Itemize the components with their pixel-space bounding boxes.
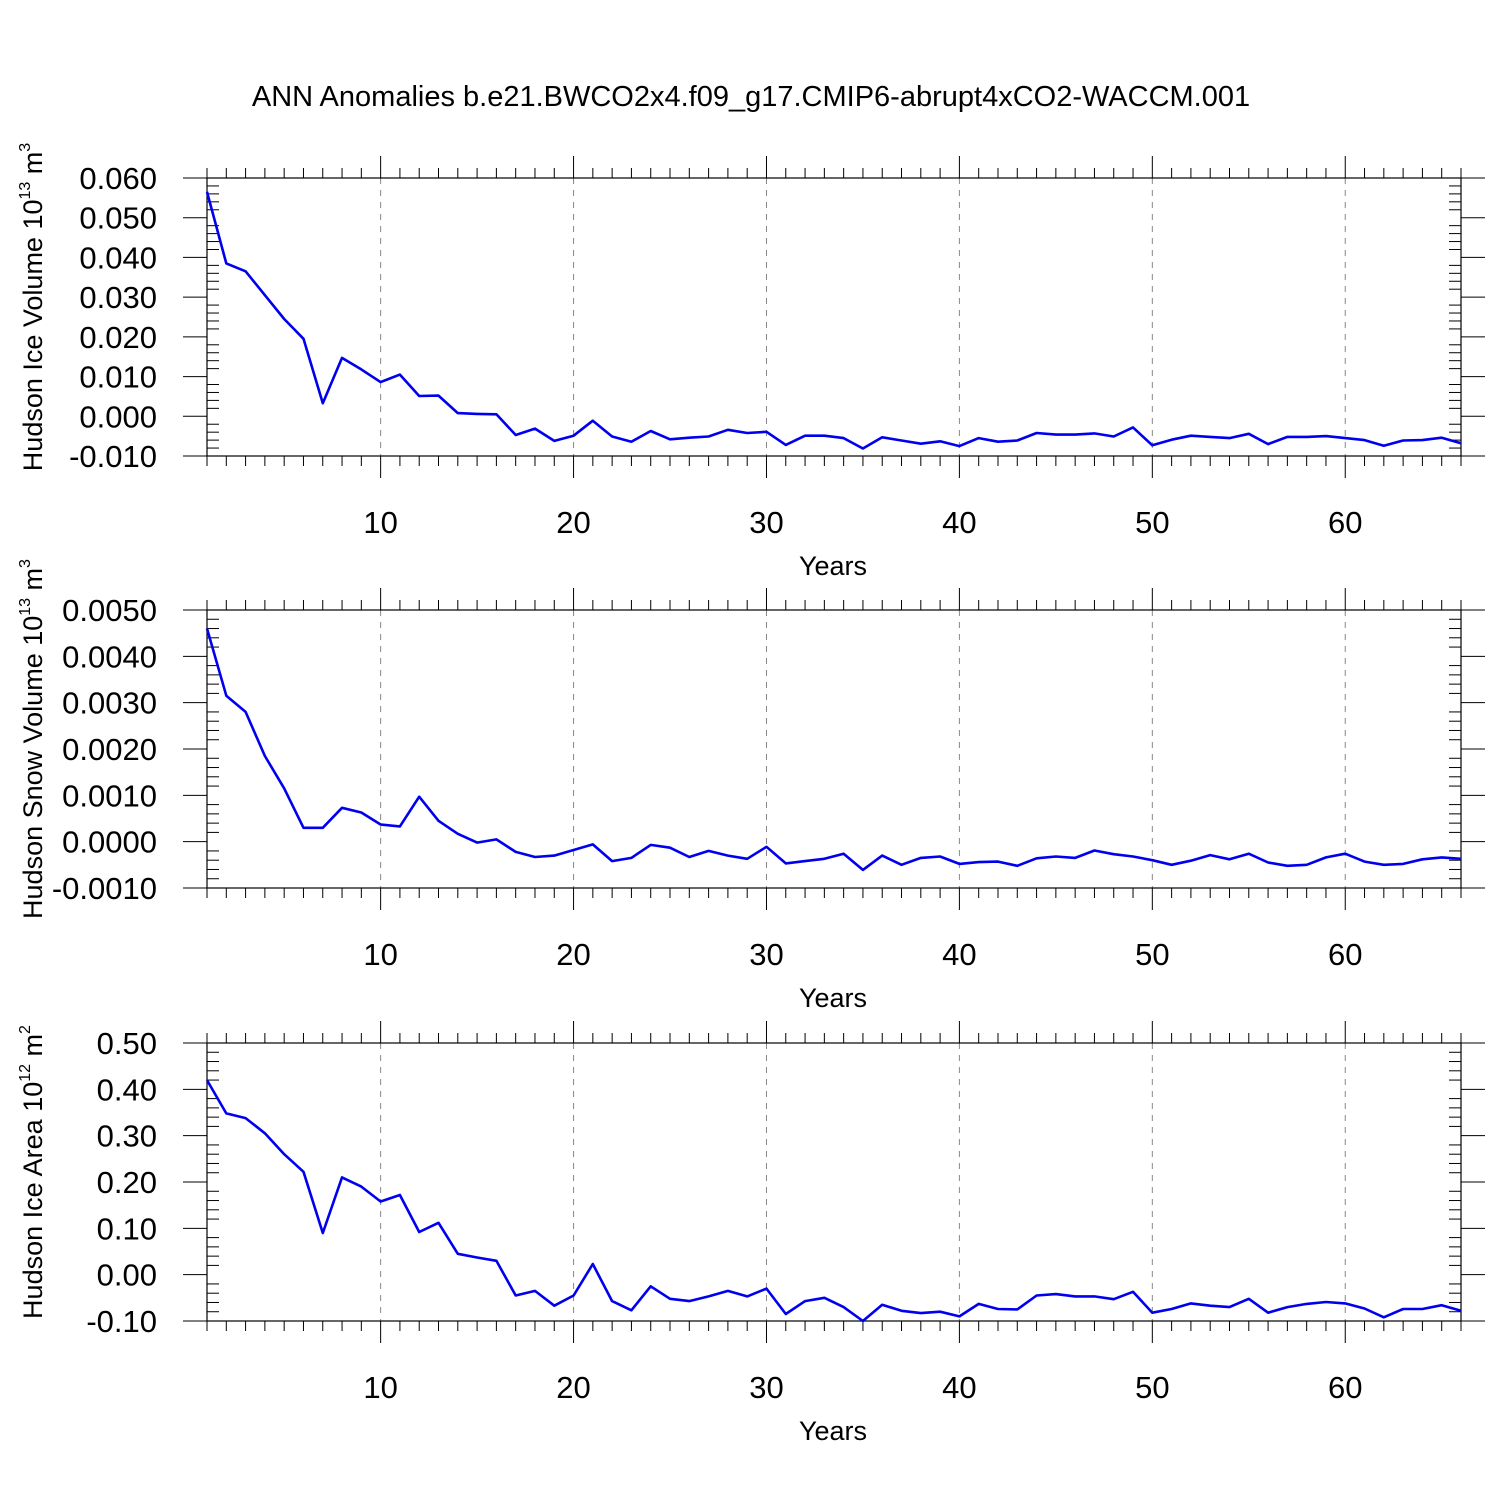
x-tick-label: 60 xyxy=(1328,505,1362,540)
x-tick-label: 60 xyxy=(1328,1370,1362,1405)
y-tick-label: 0.020 xyxy=(79,320,157,355)
y-tick-label: 0.0040 xyxy=(62,639,157,674)
y-tick-label: 0.0000 xyxy=(62,825,157,860)
x-tick-label: 40 xyxy=(942,1370,976,1405)
y-tick-label: 0.00 xyxy=(97,1258,157,1293)
y-tick-label: 0.40 xyxy=(97,1072,157,1107)
x-tick-label: 60 xyxy=(1328,937,1362,972)
y-tick-label: 0.000 xyxy=(79,399,157,434)
y-tick-label: 0.050 xyxy=(79,201,157,236)
x-tick-label: 30 xyxy=(749,505,783,540)
x-tick-label: 10 xyxy=(363,1370,397,1405)
x-tick-label: 20 xyxy=(556,937,590,972)
y-tick-label: 0.040 xyxy=(79,240,157,275)
x-tick-label: 20 xyxy=(556,1370,590,1405)
y-tick-label: 0.0020 xyxy=(62,732,157,767)
y-tick-label: -0.0010 xyxy=(52,871,157,906)
x-tick-label: 40 xyxy=(942,937,976,972)
x-tick-label: 30 xyxy=(749,937,783,972)
x-tick-label: 10 xyxy=(363,505,397,540)
x-axis-label: Years xyxy=(799,551,867,581)
x-axis-label: Years xyxy=(799,983,867,1013)
x-tick-label: 10 xyxy=(363,937,397,972)
y-axis-label: Hudson Ice Volume 1013 m3 xyxy=(17,143,48,471)
x-tick-label: 50 xyxy=(1135,1370,1169,1405)
x-tick-label: 40 xyxy=(942,505,976,540)
y-tick-label: -0.10 xyxy=(86,1304,157,1339)
panels: 10 20 30 40 50 60 -0.010 0.000 0.010 0.020 0.030 0.… xyxy=(17,143,1485,1446)
y-tick-label: 0.10 xyxy=(97,1211,157,1246)
x-tick-label: 30 xyxy=(749,1370,783,1405)
y-tick-label: -0.010 xyxy=(69,439,157,474)
panel-1: 10 20 30 40 50 60 -0.010 0.000 0.010 0.020 0.030 0.… xyxy=(17,143,1485,581)
y-tick-label: 0.50 xyxy=(97,1026,157,1061)
y-axis-label: Hudson Snow Volume 1013 m3 xyxy=(17,559,48,919)
series-line xyxy=(205,191,1462,450)
y-tick-label: 0.30 xyxy=(97,1119,157,1154)
x-tick-label: 50 xyxy=(1135,937,1169,972)
series-line xyxy=(205,628,1462,872)
plot-frame xyxy=(206,177,1462,457)
y-tick-label: 0.010 xyxy=(79,360,157,395)
y-tick-label: 0.0030 xyxy=(62,686,157,721)
y-tick-label: 0.030 xyxy=(79,280,157,315)
chart-title: ANN Anomalies b.e21.BWCO2x4.f09_g17.CMIP… xyxy=(252,81,1250,113)
plot-frame xyxy=(206,1042,1462,1322)
y-tick-label: 0.0010 xyxy=(62,778,157,813)
x-axis-label: Years xyxy=(799,1416,867,1446)
y-tick-label: 0.0050 xyxy=(62,593,157,628)
x-tick-label: 50 xyxy=(1135,505,1169,540)
x-tick-label: 20 xyxy=(556,505,590,540)
y-tick-label: 0.20 xyxy=(97,1165,157,1200)
panel-2: 10 20 30 40 50 60 -0.0010 0.0000 0.0010 0.0020 0.0… xyxy=(17,559,1485,1013)
series-line xyxy=(205,1079,1462,1323)
plot-frame xyxy=(206,609,1462,889)
panel-3: 10 20 30 40 50 60 -0.10 0.00 0.10 0.20 0.30 0.40 0.5… xyxy=(17,1021,1485,1446)
y-tick-label: 0.060 xyxy=(79,161,157,196)
y-axis-label: Hudson Ice Area 1012 m2 xyxy=(17,1025,48,1319)
